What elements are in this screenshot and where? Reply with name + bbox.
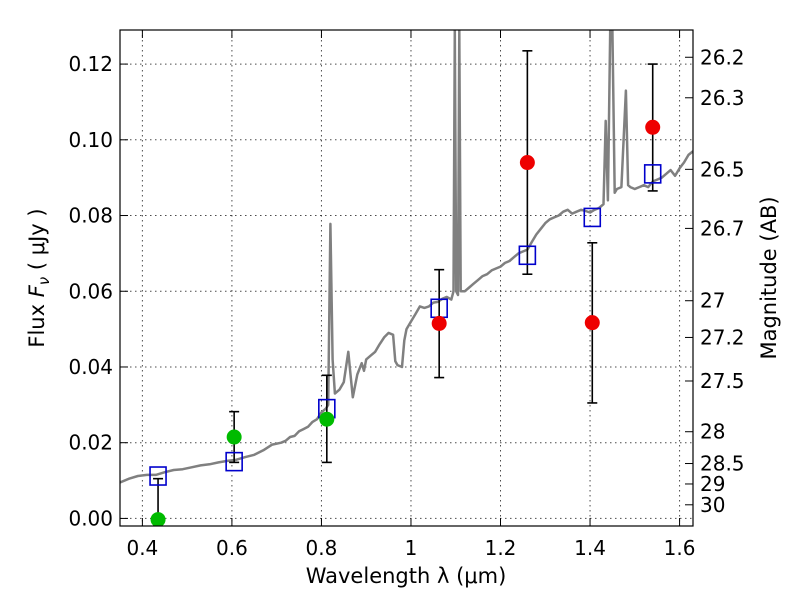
- observed-point: [645, 119, 661, 135]
- y-tick-label: 0.02: [68, 431, 113, 455]
- x-tick-label: 1.2: [485, 536, 517, 560]
- model-band-square: [149, 466, 167, 486]
- x-tick-label: 1.6: [664, 536, 696, 560]
- observed-point: [319, 411, 335, 427]
- mag-tick-label: 27: [700, 289, 725, 313]
- x-tick-label: 1: [405, 536, 418, 560]
- y-axis-title-part: F: [25, 284, 49, 297]
- x-tick-label: 0.8: [306, 536, 338, 560]
- y-tick-label: 0.10: [68, 128, 113, 152]
- x-axis-title: Wavelength λ (μm): [306, 564, 507, 588]
- observed-point: [226, 429, 242, 445]
- mag-tick-label: 26.3: [700, 86, 745, 110]
- errorbar-layer: [153, 50, 658, 526]
- mag-tick-label: 28: [700, 420, 725, 444]
- observed-point-layer: [150, 119, 661, 526]
- plot-frame: [119, 29, 694, 527]
- x-tick-label: 0.6: [216, 536, 248, 560]
- x-tick-label: 0.4: [126, 536, 158, 560]
- y-axis-title-part: ( μJy ): [25, 208, 49, 276]
- y-tick-label: 0.08: [68, 204, 113, 228]
- model-band-square: [643, 164, 662, 184]
- model-band-square: [583, 207, 602, 228]
- mag-tick-label: 27.2: [700, 325, 745, 349]
- model-band-square: [518, 245, 537, 266]
- y-tick-label: 0.06: [68, 279, 113, 303]
- model-band-flux-layer: [149, 164, 662, 486]
- observed-point: [519, 155, 535, 171]
- x-axis-title-text: Wavelength λ (μm): [306, 564, 507, 588]
- spectrum-layer: [120, 30, 693, 484]
- y-axis-title-part: Flux: [25, 297, 49, 347]
- y-axis-title-part: ν: [35, 277, 53, 285]
- y-tick-label: 0.04: [68, 355, 113, 379]
- mag-tick-label: 26.2: [700, 45, 745, 69]
- model-spectrum-line: [120, 30, 693, 484]
- mag-tick-label: 26.7: [700, 216, 745, 240]
- observed-point: [584, 315, 600, 331]
- mag-tick-label: 29: [700, 472, 725, 496]
- y-tick-label: 0.12: [68, 52, 113, 76]
- right-axis-title: Magnitude (AB): [757, 196, 781, 359]
- x-tick-label: 1.4: [574, 536, 606, 560]
- y-tick-label: 0.00: [68, 506, 113, 530]
- observed-point: [150, 512, 166, 526]
- mag-tick-label: 26.5: [700, 157, 745, 181]
- grid-lines: [120, 30, 693, 526]
- observed-point: [431, 315, 447, 331]
- mag-tick-label: 28.5: [700, 452, 745, 476]
- tick-layer: 0.4 0.6 0.8 1 1.2 1.4 1.6 0.00 0.02 0.04 0.06 0.08 0…: [68, 30, 745, 560]
- mag-tick-label: 30: [700, 493, 725, 517]
- y-axis-title: Flux Fν ( μJy ): [25, 208, 53, 347]
- mag-tick-label: 27.5: [700, 369, 745, 393]
- model-band-square: [225, 451, 243, 472]
